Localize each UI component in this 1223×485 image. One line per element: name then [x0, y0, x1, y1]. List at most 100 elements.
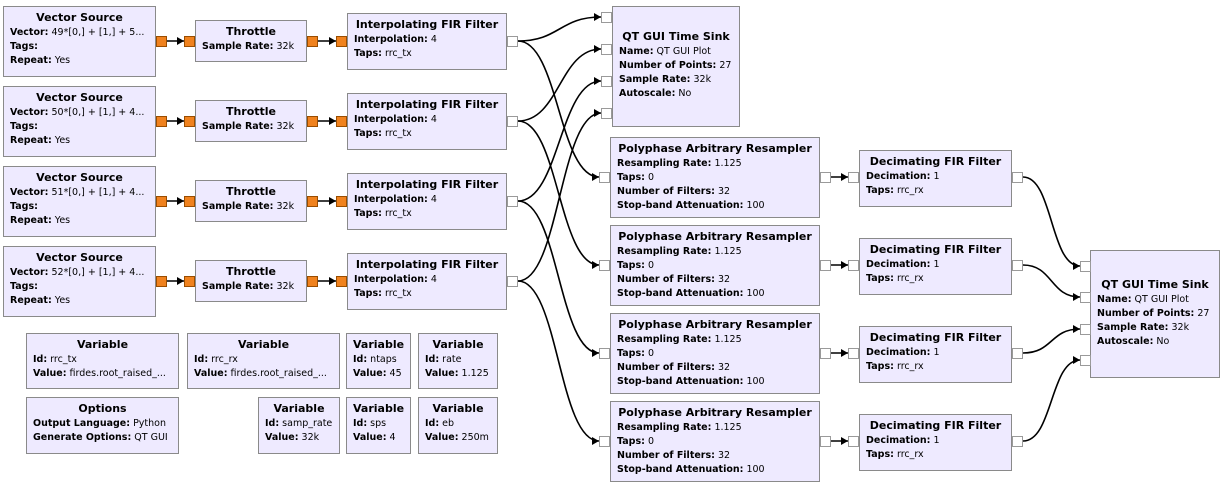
- polyphase-resampler-3-block[interactable]: Polyphase Arbitrary Resampler Resampling…: [610, 313, 820, 394]
- interp-fir-2-in-port[interactable]: [336, 116, 347, 127]
- throttle-1-out-port[interactable]: [307, 36, 318, 47]
- throttle-1-in-port[interactable]: [184, 36, 195, 47]
- decim-fir-1-in-port[interactable]: [848, 172, 859, 183]
- wire-decim-timesink-2-arrow: [1073, 293, 1080, 301]
- throttle-1-block[interactable]: Throttle Sample Rate: 32k: [195, 20, 307, 62]
- resampler-3-out-port[interactable]: [820, 348, 831, 359]
- interp-fir-4-in-port[interactable]: [336, 276, 347, 287]
- time-sink-1-in0-port[interactable]: [601, 12, 612, 23]
- polyphase-resampler-1-block[interactable]: Polyphase Arbitrary Resampler Resampling…: [610, 137, 820, 218]
- qt-time-sink-1-block[interactable]: QT GUI Time Sink Name: QT GUI Plot Numbe…: [612, 6, 740, 127]
- vector-source-3-block[interactable]: Vector Source Vector: 51*[0,] + [1,] + 4…: [3, 166, 156, 237]
- interp-fir-3-block[interactable]: Interpolating FIR Filter Interpolation: …: [347, 173, 507, 230]
- variable-eb-block[interactable]: Variable Id: eb Value: 250m: [418, 397, 498, 454]
- param-value: 32: [717, 186, 731, 197]
- interp-fir-1-in-port[interactable]: [336, 36, 347, 47]
- variable-rrc-rx-block[interactable]: Variable Id: rrc_rx Value: firdes.root_r…: [187, 333, 340, 389]
- wire-fir-resampler-2: [517, 120, 600, 266]
- param-label: Value:: [353, 368, 387, 379]
- decim-fir-1-out-port[interactable]: [1012, 172, 1023, 183]
- resampler-3-in-port[interactable]: [599, 348, 610, 359]
- time-sink-2-in1-port[interactable]: [1080, 292, 1091, 303]
- polyphase-resampler-4-block[interactable]: Polyphase Arbitrary Resampler Resampling…: [610, 401, 820, 482]
- decim-fir-2-out-port[interactable]: [1012, 260, 1023, 271]
- param-label: Taps:: [354, 48, 382, 59]
- param-label: Number of Points:: [619, 60, 717, 71]
- param-label: Name:: [1097, 294, 1132, 305]
- interp-fir-1-block[interactable]: Interpolating FIR Filter Interpolation: …: [347, 13, 507, 70]
- param-value: rrc_tx: [50, 354, 77, 365]
- param-label: Repeat:: [10, 55, 52, 66]
- decim-fir-2-block[interactable]: Decimating FIR Filter Decimation: 1 Taps…: [859, 238, 1012, 295]
- interp-fir-2-out-port[interactable]: [507, 116, 518, 127]
- param-label: Taps:: [354, 288, 382, 299]
- throttle-3-in-port[interactable]: [184, 196, 195, 207]
- time-sink-2-in0-port[interactable]: [1080, 261, 1091, 272]
- resampler-4-out-port[interactable]: [820, 436, 831, 447]
- variable-ntaps-block[interactable]: Variable Id: ntaps Value: 45: [346, 333, 411, 389]
- param-value: 32k: [276, 201, 295, 212]
- decim-fir-4-block[interactable]: Decimating FIR Filter Decimation: 1 Taps…: [859, 414, 1012, 471]
- options-block[interactable]: Options Output Language: Python Generate…: [26, 397, 179, 454]
- time-sink-2-in3-port[interactable]: [1080, 355, 1091, 366]
- decim-fir-3-out-port[interactable]: [1012, 348, 1023, 359]
- resampler-2-out-port[interactable]: [820, 260, 831, 271]
- param-label: Value:: [33, 368, 67, 379]
- resampler-4-in-port[interactable]: [599, 436, 610, 447]
- decim-fir-4-in-port[interactable]: [848, 436, 859, 447]
- resampler-1-in-port[interactable]: [599, 172, 610, 183]
- interp-fir-1-out-port[interactable]: [507, 36, 518, 47]
- resampler-2-in-port[interactable]: [599, 260, 610, 271]
- param-label: Interpolation:: [354, 34, 428, 45]
- param-label: Taps:: [617, 172, 645, 183]
- interp-fir-4-block[interactable]: Interpolating FIR Filter Interpolation: …: [347, 253, 507, 310]
- vector-source-4-out-port[interactable]: [156, 276, 167, 287]
- throttle-2-block[interactable]: Throttle Sample Rate: 32k: [195, 100, 307, 142]
- vector-source-3-out-port[interactable]: [156, 196, 167, 207]
- decim-fir-2-in-port[interactable]: [848, 260, 859, 271]
- variable-samp-rate-block[interactable]: Variable Id: samp_rate Value: 32k: [258, 397, 340, 454]
- interp-fir-2-block[interactable]: Interpolating FIR Filter Interpolation: …: [347, 93, 507, 150]
- param-label: Interpolation:: [354, 114, 428, 125]
- decim-fir-3-in-port[interactable]: [848, 348, 859, 359]
- param-value: rrc_tx: [384, 208, 412, 219]
- decim-fir-3-block[interactable]: Decimating FIR Filter Decimation: 1 Taps…: [859, 326, 1012, 383]
- interp-fir-4-out-port[interactable]: [507, 276, 518, 287]
- time-sink-1-in3-port[interactable]: [601, 108, 612, 119]
- vector-source-2-block[interactable]: Vector Source Vector: 50*[0,] + [1,] + 4…: [3, 86, 156, 157]
- polyphase-resampler-2-block[interactable]: Polyphase Arbitrary Resampler Resampling…: [610, 225, 820, 306]
- time-sink-2-in2-port[interactable]: [1080, 324, 1091, 335]
- throttle-4-block[interactable]: Throttle Sample Rate: 32k: [195, 260, 307, 302]
- param-value: 32k: [276, 281, 295, 292]
- param-label: Id:: [425, 418, 440, 429]
- variable-rate-block[interactable]: Variable Id: rate Value: 1.125: [418, 333, 498, 389]
- throttle-4-in-port[interactable]: [184, 276, 195, 287]
- vector-source-4-block[interactable]: Vector Source Vector: 52*[0,] + [1,] + 4…: [3, 246, 156, 317]
- time-sink-1-in2-port[interactable]: [601, 76, 612, 87]
- vector-source-1-out-port[interactable]: [156, 36, 167, 47]
- vector-source-2-out-port[interactable]: [156, 116, 167, 127]
- variable-sps-block[interactable]: Variable Id: sps Value: 4: [346, 397, 411, 454]
- param-value: Yes: [54, 135, 71, 146]
- resampler-1-out-port[interactable]: [820, 172, 831, 183]
- throttle-2-in-port[interactable]: [184, 116, 195, 127]
- decim-fir-1-block[interactable]: Decimating FIR Filter Decimation: 1 Taps…: [859, 150, 1012, 207]
- param-label: Number of Filters:: [617, 274, 715, 285]
- param-label: Taps:: [617, 348, 645, 359]
- param-label: Autoscale:: [619, 88, 676, 99]
- param-label: Repeat:: [10, 215, 52, 226]
- param-label: Sample Rate:: [202, 201, 274, 212]
- throttle-3-block[interactable]: Throttle Sample Rate: 32k: [195, 180, 307, 222]
- interp-fir-3-in-port[interactable]: [336, 196, 347, 207]
- param-label: Sample Rate:: [619, 74, 691, 85]
- vector-source-1-block[interactable]: Vector Source Vector: 49*[0,] + [1,] + 5…: [3, 6, 156, 77]
- throttle-4-out-port[interactable]: [307, 276, 318, 287]
- variable-rrc-tx-block[interactable]: Variable Id: rrc_tx Value: firdes.root_r…: [26, 333, 179, 389]
- qt-time-sink-2-block[interactable]: QT GUI Time Sink Name: QT GUI Plot Numbe…: [1090, 250, 1220, 378]
- throttle-2-out-port[interactable]: [307, 116, 318, 127]
- interp-fir-3-out-port[interactable]: [507, 196, 518, 207]
- param-value: QT GUI Plot: [1134, 294, 1189, 305]
- decim-fir-4-out-port[interactable]: [1012, 436, 1023, 447]
- throttle-3-out-port[interactable]: [307, 196, 318, 207]
- time-sink-1-in1-port[interactable]: [601, 44, 612, 55]
